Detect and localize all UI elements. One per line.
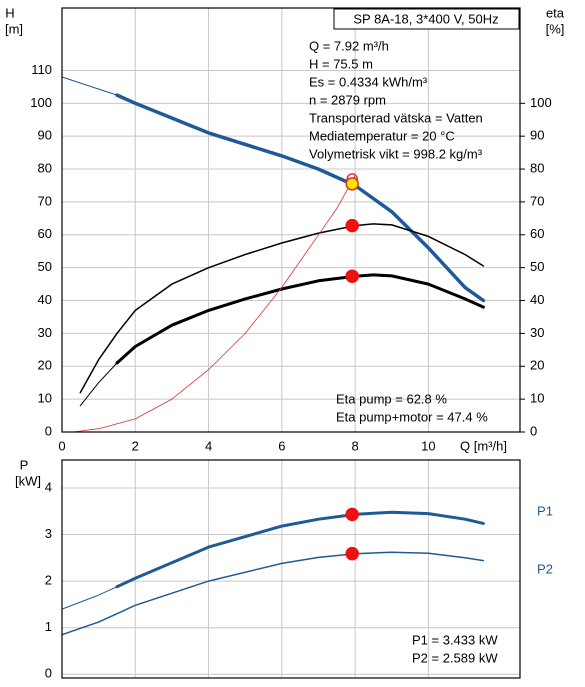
y2-tick-label: 30: [530, 325, 544, 340]
curve: [79, 223, 485, 394]
curve: [61, 551, 485, 636]
duty-point: [345, 507, 359, 522]
y-tick-label: 2: [45, 573, 52, 588]
plot-frame: [61, 7, 521, 433]
y2-tick-label: 80: [530, 160, 544, 175]
y-tick-label: 60: [38, 226, 52, 241]
y-tick-label: 10: [38, 391, 52, 406]
y-tick-label: 3: [45, 526, 52, 541]
annotation: Q = 7.92 m³/h: [309, 38, 389, 53]
y2-tick-label: 70: [530, 193, 544, 208]
y2-tick-label: 20: [530, 358, 544, 373]
annotation: n = 2879 rpm: [309, 92, 386, 107]
y2-tick-label: 100: [530, 95, 552, 110]
x-tick-label: 8: [352, 438, 359, 453]
y2-tick-label: 90: [530, 128, 544, 143]
y-tick-label: 110: [31, 62, 52, 77]
x-axis-label: Q [m³/h]: [460, 438, 507, 453]
note: Eta pump = 62.8 %: [336, 391, 447, 406]
y-tick-label: 50: [38, 259, 52, 274]
annotation: Volymetrisk vikt = 998.2 kg/m³: [309, 146, 483, 161]
y-tick-label: 70: [38, 193, 52, 208]
x-tick-label: 2: [132, 438, 139, 453]
legend-label: P1: [537, 503, 553, 518]
duty-point: [345, 177, 359, 191]
y2-tick-label: 40: [530, 292, 544, 307]
y-tick-label: 0: [45, 423, 52, 438]
y2-axis-label: eta: [546, 5, 565, 20]
note: P1 = 3.433 kW: [412, 632, 498, 647]
curve: [72, 175, 356, 433]
x-tick-label: 4: [205, 438, 212, 453]
annotation: H = 75.5 m: [309, 56, 373, 71]
chart-title: SP 8A-18, 3*400 V, 50Hz: [353, 11, 498, 26]
y-tick-label: 1: [45, 619, 52, 634]
y2-axis-unit: [%]: [546, 21, 565, 36]
y-tick-label: 30: [38, 325, 52, 340]
duty-point: [345, 546, 359, 561]
curve: [115, 510, 485, 589]
curve: [115, 93, 486, 303]
y-tick-label: 4: [45, 479, 52, 494]
plot-frame: [61, 459, 521, 679]
y2-tick-label: 0: [530, 423, 537, 438]
x-tick-label: 0: [58, 438, 65, 453]
curve: [79, 362, 118, 407]
y-tick-label: 40: [38, 292, 52, 307]
curve: [61, 586, 118, 610]
x-tick-label: 10: [421, 438, 435, 453]
y2-tick-label: 10: [530, 391, 544, 406]
curve: [61, 76, 118, 96]
y2-tick-label: 60: [530, 226, 544, 241]
annotation: Es = 0.4334 kWh/m³: [309, 74, 428, 89]
note: Eta pump+motor = 47.4 %: [336, 409, 488, 424]
note: P2 = 2.589 kW: [412, 650, 498, 665]
annotation: Transporterad vätska = Vatten: [309, 110, 483, 125]
y-tick-label: 20: [38, 358, 52, 373]
y-tick-label: 0: [45, 666, 52, 681]
y-tick-label: 80: [38, 160, 52, 175]
plot-area: [62, 8, 520, 432]
duty-point: [345, 269, 359, 283]
y-axis-label: H: [5, 5, 14, 20]
y2-tick-label: 50: [530, 259, 544, 274]
duty-point: [345, 218, 359, 233]
y-axis-unit: [kW]: [15, 473, 41, 488]
y-axis-label: P: [20, 457, 29, 472]
curve: [115, 273, 485, 365]
y-tick-label: 100: [30, 95, 52, 110]
title-box: [333, 8, 520, 30]
legend-label: P2: [537, 561, 553, 576]
x-tick-label: 6: [278, 438, 285, 453]
plot-area: [62, 460, 520, 678]
y-axis-unit: [m]: [5, 21, 23, 36]
y-tick-label: 90: [38, 128, 52, 143]
annotation: Mediatemperatur = 20 °C: [309, 128, 455, 143]
